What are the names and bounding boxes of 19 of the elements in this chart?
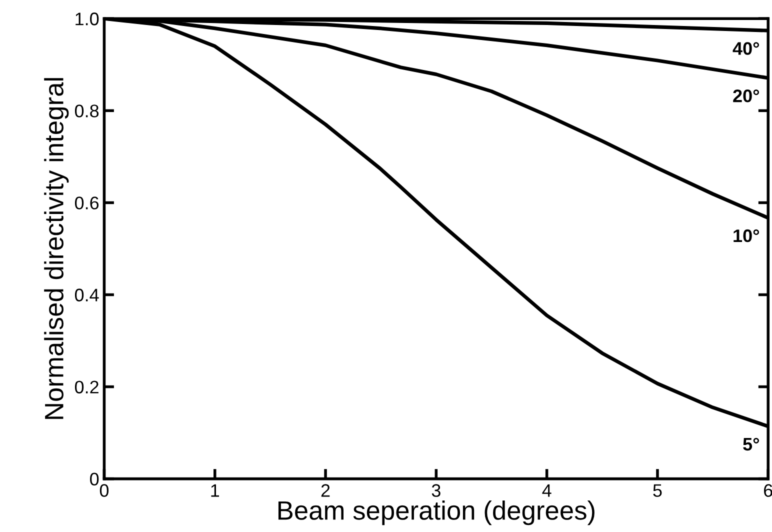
x-tick-label: 6 [764,484,772,497]
y-axis-title: Normalised directivity integral [44,78,69,419]
y-tick-label: 0.4 [74,288,99,302]
y-tick-label: 1.0 [76,12,99,26]
y-tick-label: 0.8 [74,104,99,118]
x-tick-label: 4 [542,484,552,497]
y-tick-label: 0.2 [74,380,98,394]
y-tick-label: 0.6 [74,196,99,210]
y-tick-label: 0 [90,472,99,486]
x-axis-title: Beam seperation (degrees) [278,500,594,526]
series-label: 40° [732,42,760,55]
x-tick-label: 3 [432,484,440,497]
x-tick-label: 5 [653,484,662,497]
x-tick-label: 1 [211,484,220,497]
series-label: 10° [734,229,760,242]
x-tick-label: 0 [100,484,109,497]
series-label: 5° [743,438,760,451]
series-label: 20° [733,89,760,102]
x-tick-label: 2 [321,484,330,497]
